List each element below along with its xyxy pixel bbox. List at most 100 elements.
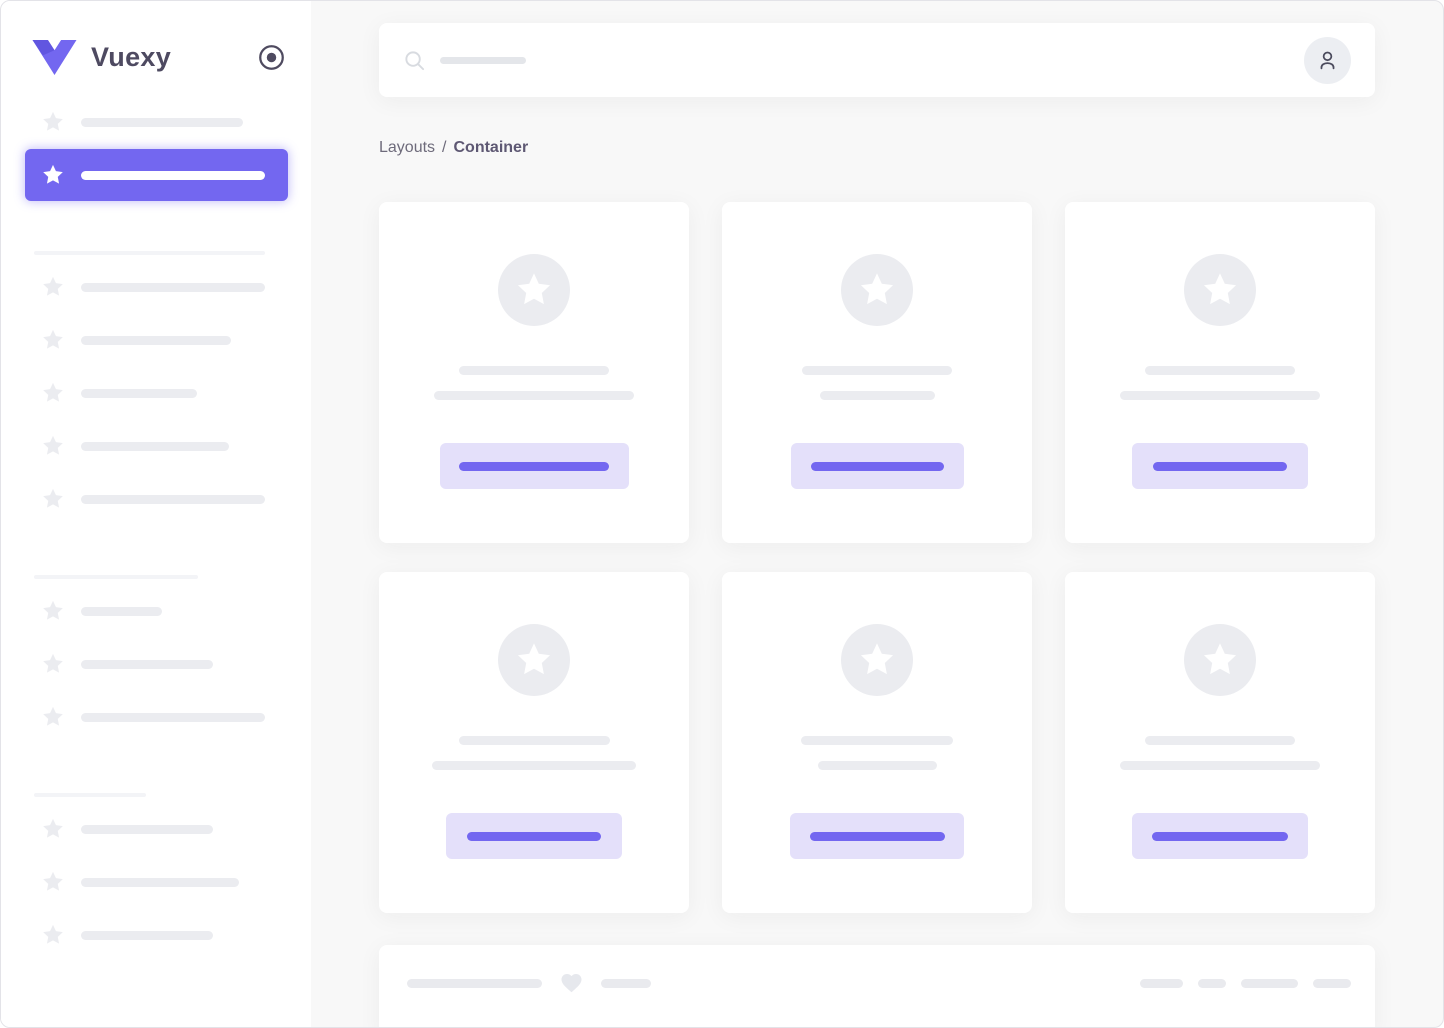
sidebar-item[interactable] <box>1 261 311 313</box>
button-label-skeleton <box>809 831 945 841</box>
card-grid <box>379 202 1375 913</box>
sidebar-item[interactable] <box>1 803 311 855</box>
button-label-skeleton <box>810 461 944 471</box>
sidebar-item-label-skeleton <box>81 441 229 451</box>
sidebar-item-label-skeleton <box>81 335 231 345</box>
card-title-skeleton <box>458 736 610 745</box>
heart-icon <box>559 971 584 995</box>
sidebar-item-label-skeleton <box>81 117 243 127</box>
card-subtitle-skeleton <box>819 391 935 400</box>
sidebar-collapse-toggle[interactable] <box>258 44 285 71</box>
sidebar-item-label-skeleton <box>81 712 265 722</box>
card-title-skeleton <box>1145 366 1295 375</box>
card-action-button[interactable] <box>1132 813 1308 859</box>
sidebar-item-label-skeleton <box>81 388 197 398</box>
user-avatar-button[interactable] <box>1304 36 1351 84</box>
star-icon <box>860 273 894 305</box>
button-label-skeleton <box>459 461 609 471</box>
star-icon <box>42 435 64 457</box>
card-subtitle-skeleton <box>1120 761 1320 770</box>
sidebar-item[interactable] <box>1 909 311 961</box>
card-subtitle-skeleton <box>432 761 636 770</box>
sidebar-item[interactable] <box>1 856 311 908</box>
sidebar-item[interactable] <box>1 420 311 472</box>
sidebar: Vuexy <box>1 1 311 1027</box>
search-input[interactable] <box>379 23 1375 97</box>
star-icon <box>1203 273 1237 305</box>
media-placeholder-circle <box>1184 254 1256 326</box>
star-icon <box>42 276 64 298</box>
sidebar-item[interactable] <box>1 473 311 525</box>
star-icon <box>42 488 64 510</box>
star-icon <box>42 924 64 946</box>
star-icon <box>42 653 64 675</box>
footer-left-bar-2 <box>601 978 651 988</box>
star-icon <box>517 273 551 305</box>
sidebar-item[interactable] <box>1 691 311 743</box>
star-icon <box>1203 643 1237 675</box>
section-title-skeleton <box>34 251 265 255</box>
card-action-button[interactable] <box>790 813 964 859</box>
footer-link-skeleton <box>1140 978 1183 988</box>
button-label-skeleton <box>1153 461 1287 471</box>
section-title-skeleton <box>34 575 198 579</box>
card-subtitle-skeleton <box>434 391 634 400</box>
content-card <box>1065 202 1375 543</box>
button-label-skeleton <box>1152 831 1288 841</box>
sidebar-item[interactable] <box>1 585 311 637</box>
sidebar-item-label-skeleton <box>81 282 265 292</box>
sidebar-nav <box>1 96 311 962</box>
star-icon <box>860 643 894 675</box>
star-icon <box>42 706 64 728</box>
sidebar-item[interactable] <box>1 96 311 148</box>
footer <box>379 945 1375 1027</box>
card-title-skeleton <box>1145 736 1295 745</box>
star-icon <box>42 329 64 351</box>
card-action-button[interactable] <box>1132 443 1308 489</box>
sidebar-item[interactable] <box>1 314 311 366</box>
sidebar-section-divider <box>1 744 311 803</box>
star-icon <box>42 382 64 404</box>
button-label-skeleton <box>467 831 601 841</box>
sidebar-item-label-skeleton <box>81 170 265 180</box>
card-title-skeleton <box>801 736 953 745</box>
star-icon <box>42 111 64 133</box>
media-placeholder-circle <box>841 254 913 326</box>
breadcrumb-separator: / <box>442 139 447 156</box>
star-icon <box>42 871 64 893</box>
footer-link-skeleton <box>1313 978 1351 988</box>
search-icon <box>403 49 426 72</box>
card-title-skeleton <box>459 366 609 375</box>
card-action-button[interactable] <box>790 443 964 489</box>
sidebar-item-label-skeleton <box>81 606 162 616</box>
content-card <box>1065 572 1375 913</box>
brand-name: Vuexy <box>91 42 172 72</box>
sidebar-item-label-skeleton <box>81 659 213 669</box>
card-action-button[interactable] <box>439 443 629 489</box>
breadcrumb-section[interactable]: Layouts <box>379 139 436 156</box>
star-icon <box>42 600 64 622</box>
vuexy-logo-icon <box>31 39 78 76</box>
star-icon <box>42 818 64 840</box>
footer-left <box>407 971 651 995</box>
search-placeholder-skeleton <box>440 56 526 64</box>
sidebar-section-divider <box>1 526 311 585</box>
content-card <box>379 202 689 543</box>
section-title-skeleton <box>34 793 146 797</box>
sidebar-item-label-skeleton <box>81 877 239 887</box>
footer-link-skeleton <box>1198 978 1226 988</box>
content-card <box>722 202 1032 543</box>
brand: Vuexy <box>1 1 311 76</box>
sidebar-item[interactable] <box>1 367 311 419</box>
sidebar-item-active[interactable] <box>25 149 288 201</box>
sidebar-item[interactable] <box>1 638 311 690</box>
card-subtitle-skeleton <box>1120 391 1320 400</box>
media-placeholder-circle <box>1184 624 1256 696</box>
main-content: Layouts / Container <box>311 1 1443 1027</box>
sidebar-section-divider <box>1 202 311 261</box>
sidebar-item-label-skeleton <box>81 824 213 834</box>
sidebar-item-label-skeleton <box>81 930 213 940</box>
media-placeholder-circle <box>498 254 570 326</box>
card-action-button[interactable] <box>446 813 622 859</box>
